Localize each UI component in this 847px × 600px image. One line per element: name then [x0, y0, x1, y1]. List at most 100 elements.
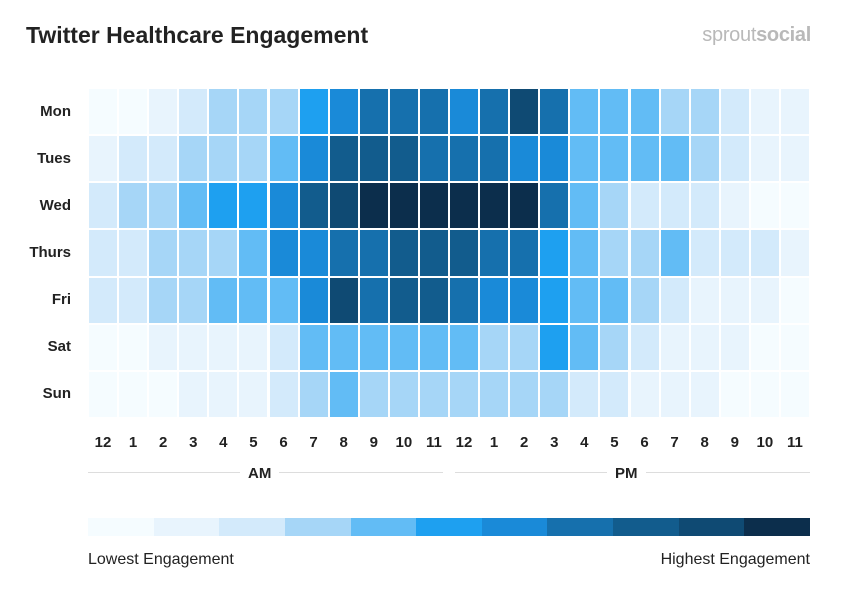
heatmap-cell [569, 135, 600, 183]
heatmap-cell [88, 323, 119, 371]
heatmap-cell [88, 276, 119, 324]
heatmap-cell [88, 135, 119, 183]
heatmap-cell [449, 182, 480, 230]
heatmap-cell [178, 229, 209, 277]
legend-swatch [613, 518, 679, 536]
heatmap-cell [689, 229, 720, 277]
heatmap-cell [388, 88, 419, 136]
heatmap-cell [509, 182, 540, 230]
heatmap-cell [539, 135, 570, 183]
legend-low-label: Lowest Engagement [88, 551, 234, 568]
column-label: 7 [670, 434, 679, 451]
heatmap-cell [479, 370, 510, 418]
heatmap-cell [88, 229, 119, 277]
heatmap-cell [88, 88, 119, 136]
heatmap-cell [689, 88, 720, 136]
heatmap-cell [328, 229, 359, 277]
heatmap-cell [238, 182, 269, 230]
legend-swatch [678, 518, 745, 536]
heatmap-cell [509, 323, 540, 371]
heatmap-cell [238, 88, 269, 136]
heatmap-cell [719, 88, 750, 136]
heatmap-cell [629, 88, 660, 136]
heatmap-cell [779, 370, 810, 418]
logo-text-sprout: sprout [702, 24, 757, 46]
heatmap-cell [689, 135, 720, 183]
sprout-social-logo: sproutsocial [702, 24, 811, 47]
column-label: 4 [219, 434, 228, 451]
legend-swatch [284, 518, 351, 536]
heatmap-cell [208, 276, 239, 324]
legend-swatch [219, 518, 285, 536]
heatmap-cell [418, 370, 449, 418]
heatmap-cell [479, 323, 510, 371]
heatmap-cell [569, 182, 600, 230]
row-label: Mon [40, 102, 71, 120]
heatmap-cell [779, 323, 810, 371]
heatmap-cell [208, 182, 239, 230]
heatmap-cell [118, 276, 149, 324]
heatmap-cell [629, 370, 660, 418]
heatmap-cell [749, 135, 780, 183]
heatmap-cell [719, 323, 750, 371]
heatmap-cell [118, 182, 149, 230]
heatmap-cell [719, 370, 750, 418]
legend-swatch [416, 518, 482, 536]
legend-swatch [350, 518, 417, 536]
heatmap-cell [178, 370, 209, 418]
heatmap-cell [358, 370, 389, 418]
column-label: 2 [158, 434, 168, 451]
heatmap-cell [659, 88, 690, 136]
heatmap-cell [358, 276, 389, 324]
heatmap-cell [328, 276, 359, 324]
chart-title: Twitter Healthcare Engagement [26, 22, 369, 48]
heatmap-cell [449, 276, 480, 324]
heatmap-cell [298, 276, 329, 324]
legend-swatch [547, 518, 614, 536]
heatmap-cell [779, 182, 810, 230]
heatmap-cell [569, 276, 600, 324]
heatmap-cell [479, 229, 510, 277]
heatmap-cell [118, 370, 149, 418]
column-label: 12 [94, 434, 112, 451]
heatmap-cell [148, 88, 179, 136]
heatmap-cell [719, 182, 750, 230]
heatmap-cell [388, 135, 419, 183]
heatmap-cell [148, 370, 179, 418]
heatmap-cell [629, 323, 660, 371]
heatmap-cell [358, 135, 389, 183]
heatmap-cell [749, 88, 780, 136]
heatmap-cell [328, 370, 359, 418]
heatmap-cell [208, 323, 239, 371]
heatmap-cell [418, 88, 449, 136]
column-label: 9 [730, 434, 739, 451]
heatmap-cell [599, 323, 630, 371]
heatmap-cell [719, 229, 750, 277]
heatmap-cell [178, 276, 209, 324]
row-label: Sun [42, 385, 71, 403]
heatmap-cell [88, 182, 119, 230]
heatmap-cell [659, 229, 690, 277]
heatmap-cell [298, 88, 329, 136]
heatmap-cell [539, 323, 570, 371]
heatmap-cell [208, 370, 239, 418]
heatmap-cell [208, 88, 239, 136]
heatmap-cell [659, 135, 690, 183]
heatmap-cell [689, 182, 720, 230]
column-label: 1 [128, 434, 138, 451]
heatmap-cell [328, 88, 359, 136]
legend-swatch [153, 518, 220, 536]
row-label: Thurs [29, 244, 71, 261]
heatmap-cell [418, 229, 449, 277]
heatmap-cell [779, 88, 810, 136]
heatmap-cell [238, 370, 269, 418]
heatmap-cell [479, 182, 510, 230]
heatmap-cell [388, 323, 419, 371]
heatmap-cell [629, 135, 660, 183]
row-label: Tues [37, 149, 71, 167]
heatmap-cell [358, 88, 389, 136]
heatmap-cell [659, 182, 690, 230]
heatmap-cell [569, 229, 600, 277]
heatmap-cell [539, 88, 570, 136]
column-label: 7 [309, 434, 318, 451]
